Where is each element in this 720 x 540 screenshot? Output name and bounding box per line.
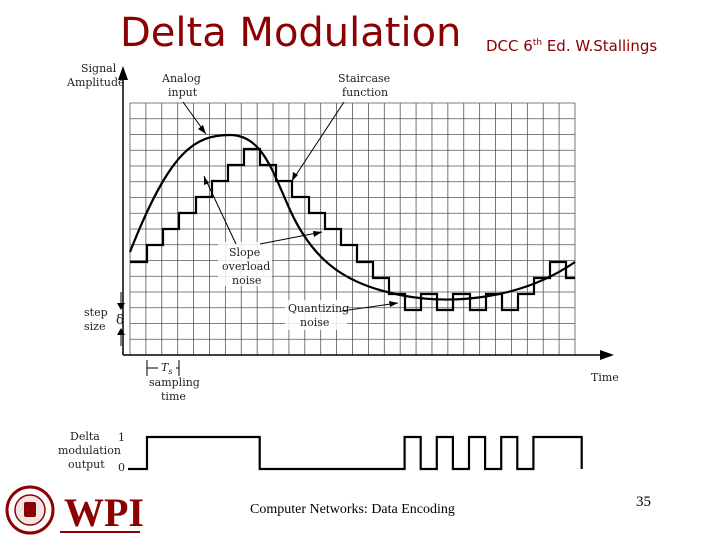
slope-label-1: Slope xyxy=(229,246,260,259)
x-axis-arrow xyxy=(600,350,614,360)
slope-label-bg xyxy=(218,242,272,286)
wpi-seal-shield xyxy=(24,502,36,517)
slope-pointer-left-head xyxy=(204,176,209,185)
axes xyxy=(118,66,614,360)
subtitle-sup: th xyxy=(532,38,543,48)
ts-sub: s xyxy=(168,367,172,376)
dm-label-1: Delta xyxy=(70,430,100,443)
footer-text: Computer Networks: Data Encoding xyxy=(250,502,455,517)
slide-subtitle: DCC 6th Ed. W.Stallings xyxy=(486,37,657,55)
dm-low-label: 0 xyxy=(118,461,125,474)
analog-input-curve xyxy=(128,133,576,301)
analog-pointer-head xyxy=(198,125,206,134)
slope-pointer-right-head xyxy=(313,231,322,237)
wpi-logo: WPI xyxy=(5,485,144,535)
dm-label-2: modulation xyxy=(58,444,121,457)
staircase-function xyxy=(130,147,575,312)
y-axis-label-1: Signal xyxy=(81,62,117,75)
quant-label-1: Quantizing xyxy=(288,302,349,315)
slide-title: Delta Modulation xyxy=(120,10,462,56)
dm-high-label: 1 xyxy=(118,431,125,444)
x-axis-label: Time xyxy=(591,371,619,384)
staircase-pointer-head xyxy=(292,172,298,181)
analog-label-2: input xyxy=(168,86,198,99)
step-bracket-bottom-head xyxy=(117,328,125,335)
analog-label-1: Analog xyxy=(161,72,201,85)
quant-pointer-head xyxy=(389,301,398,307)
slope-pointer-right xyxy=(259,231,323,245)
y-axis-label-2: Amplitude xyxy=(66,76,125,89)
grid xyxy=(129,102,576,356)
sampling-label-2: time xyxy=(161,390,186,403)
quant-pointer xyxy=(341,302,399,312)
staircase-label-2: function xyxy=(342,86,388,99)
step-label-1: step xyxy=(84,306,108,319)
slope-pointer-left xyxy=(203,175,237,245)
page-number: 35 xyxy=(636,494,651,510)
slope-label-3: noise xyxy=(232,274,261,287)
delta-symbol: δ xyxy=(116,313,124,328)
dm-label-3: output xyxy=(68,458,105,471)
ts-main: T xyxy=(161,361,170,374)
staircase-label-1: Staircase xyxy=(338,72,390,85)
y-axis-arrow xyxy=(118,66,128,80)
slope-label-2: overload xyxy=(222,260,270,273)
ts-symbol: Ts xyxy=(161,361,172,376)
staircase-pointer xyxy=(291,101,345,182)
subtitle-prefix: DCC 6 xyxy=(486,37,533,55)
step-bracket-top-head xyxy=(117,303,125,310)
quant-label-bg xyxy=(285,300,347,330)
ts-bg xyxy=(158,359,176,375)
step-label-2: size xyxy=(84,320,105,333)
quant-label-2: noise xyxy=(300,316,329,329)
subtitle-suffix: Ed. W.Stallings xyxy=(542,37,658,55)
sampling-label-1: sampling xyxy=(149,376,200,389)
delta-modulation-output xyxy=(128,435,583,471)
wpi-wordmark: WPI xyxy=(64,490,144,535)
